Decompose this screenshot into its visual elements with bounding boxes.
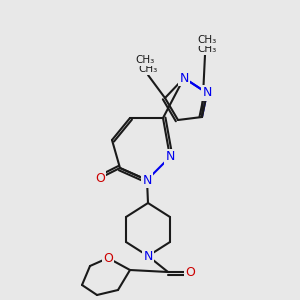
Text: O: O (185, 266, 195, 278)
Text: N: N (179, 71, 189, 85)
Text: CH₃: CH₃ (138, 64, 158, 74)
Text: N: N (143, 250, 153, 262)
Text: O: O (95, 172, 105, 184)
Text: N: N (202, 86, 212, 100)
Text: N: N (165, 151, 175, 164)
Text: O: O (103, 251, 113, 265)
Text: CH₃: CH₃ (135, 55, 154, 65)
Text: N: N (142, 173, 152, 187)
Text: CH₃: CH₃ (197, 35, 217, 45)
Text: CH₃: CH₃ (197, 44, 217, 54)
